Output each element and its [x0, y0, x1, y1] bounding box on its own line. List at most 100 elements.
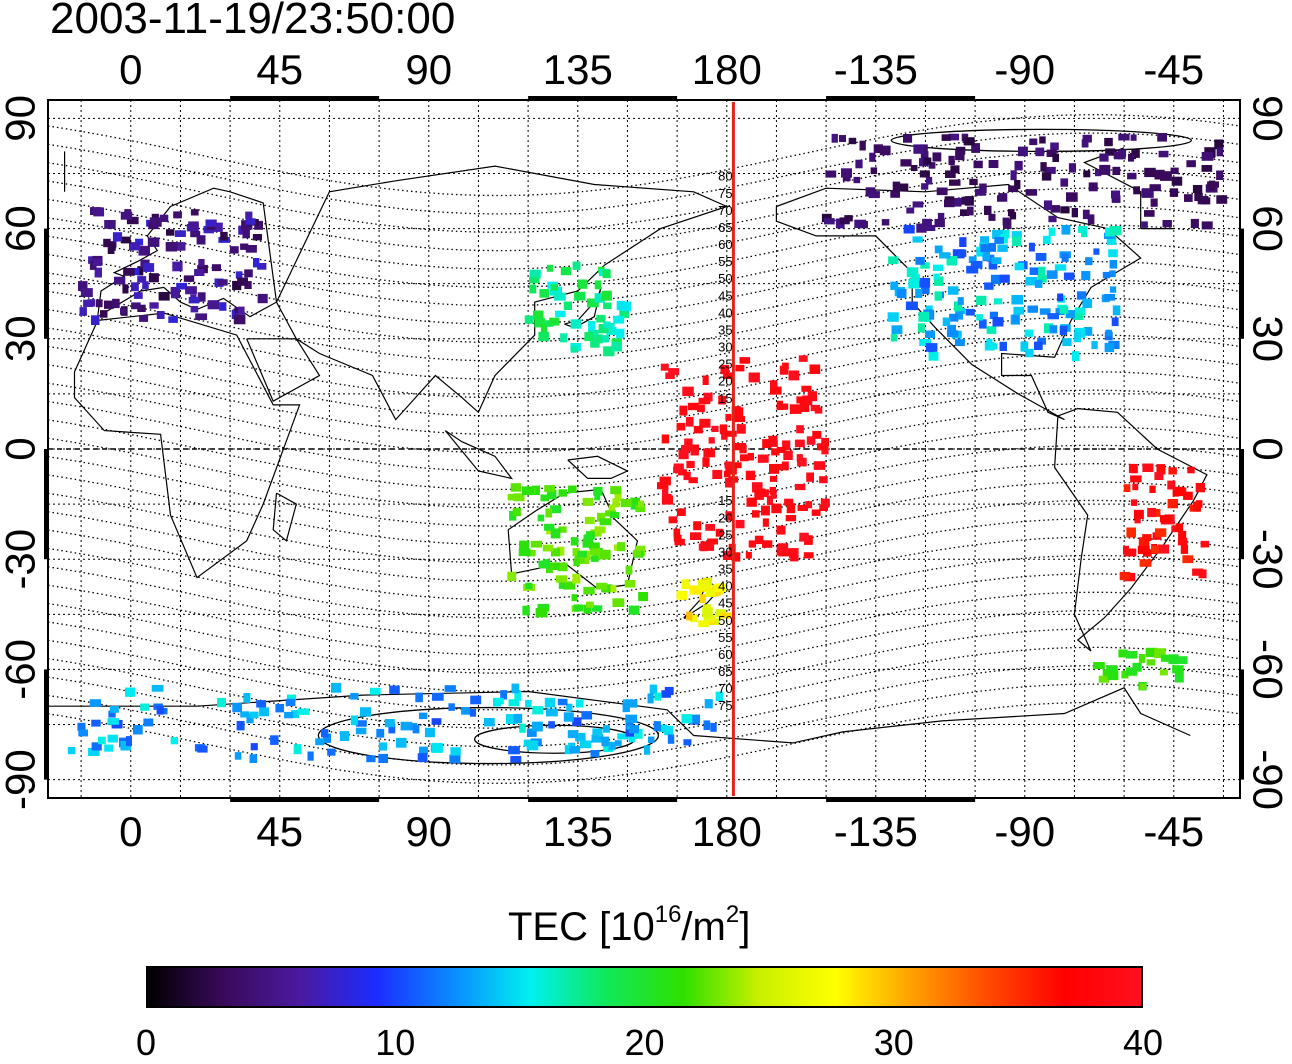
tec-cell — [572, 261, 581, 270]
tec-cell — [577, 279, 588, 289]
tec-cell — [107, 718, 119, 725]
tec-cell — [690, 614, 697, 623]
tec-cell — [771, 503, 782, 514]
tec-cell — [1029, 138, 1038, 146]
tec-cell — [752, 510, 760, 518]
tec-cell — [960, 209, 970, 216]
tec-cell — [991, 257, 1002, 264]
tec-cell — [567, 730, 579, 739]
tec-cell — [211, 264, 221, 272]
tec-cell — [1059, 326, 1068, 335]
tec-cell — [625, 699, 638, 708]
tec-cell — [667, 734, 675, 744]
right-lat-label: 60 — [1245, 205, 1292, 252]
tec-cell — [1105, 148, 1116, 156]
tec-cell — [558, 526, 567, 533]
tec-cell — [78, 729, 88, 737]
top-lon-label: 0 — [119, 46, 142, 93]
bottom-axis-bar — [528, 797, 678, 802]
tec-cell — [912, 236, 923, 243]
tec-cell — [1151, 545, 1159, 554]
tec-cell — [955, 339, 965, 347]
tec-cell — [920, 144, 928, 153]
tec-cell — [171, 289, 180, 299]
left-lat-label: 30 — [0, 315, 44, 362]
tec-cell — [229, 246, 239, 254]
tec-cell — [256, 700, 267, 708]
tec-cell — [1124, 548, 1137, 557]
tec-cell — [1014, 160, 1023, 171]
tec-cell — [732, 462, 742, 469]
tec-cell — [88, 747, 100, 756]
tec-cell — [903, 134, 913, 143]
tec-cell — [1216, 147, 1224, 157]
tec-cell — [297, 708, 310, 715]
tec-cell — [587, 329, 599, 338]
right-lat-label: -90 — [1245, 749, 1292, 810]
top-lon-label: -90 — [994, 46, 1055, 93]
tec-cell — [649, 684, 657, 695]
tec-cell — [514, 691, 521, 701]
tec-cell — [647, 693, 654, 704]
tec-cell — [653, 721, 661, 732]
tec-cell — [522, 486, 534, 496]
tec-cell — [705, 524, 715, 531]
tec-cell — [722, 551, 730, 559]
tec-cell — [739, 444, 747, 454]
tec-cell — [1173, 486, 1185, 497]
tec-cell — [213, 222, 223, 232]
tec-cell — [1049, 325, 1058, 334]
tec-cell — [1035, 253, 1047, 261]
tec-cell — [1177, 537, 1188, 546]
tec-cell — [747, 452, 754, 461]
tec-cell — [594, 280, 601, 290]
tec-cell — [1113, 151, 1124, 160]
tec-cell — [900, 159, 912, 167]
tec-cell — [188, 221, 199, 231]
tec-cell — [424, 727, 435, 738]
tec-cell — [987, 254, 995, 262]
tec-cell — [842, 175, 851, 182]
tec-cell — [955, 150, 965, 161]
tec-cell — [762, 518, 769, 527]
tec-cell — [603, 346, 615, 357]
coastline — [444, 430, 514, 480]
tec-cell — [91, 315, 100, 325]
top-axis-bar — [826, 96, 976, 101]
tec-cell — [944, 199, 955, 208]
marker-lat-label: 65 — [718, 664, 732, 679]
tec-cell — [819, 476, 828, 484]
tec-cell — [160, 707, 168, 715]
tec-cell — [495, 697, 504, 705]
tec-cell — [554, 292, 566, 301]
tec-cell — [601, 736, 610, 747]
tec-cell — [603, 725, 610, 733]
tec-cell — [662, 488, 669, 496]
top-lon-label: 180 — [692, 46, 762, 93]
tec-cell — [378, 742, 387, 751]
marker-lat-label: 75 — [718, 698, 732, 713]
tec-cell — [799, 532, 809, 542]
tec-cell — [510, 756, 522, 763]
marker-lat-label: 60 — [718, 647, 732, 662]
tec-cell — [156, 706, 164, 715]
tec-cell — [484, 718, 495, 727]
tec-cell — [776, 446, 786, 453]
tec-cell — [612, 498, 620, 508]
tec-cell — [525, 699, 532, 708]
bottom-lon-label: 45 — [256, 808, 303, 855]
tec-cell — [715, 583, 727, 592]
tec-cell — [967, 206, 974, 216]
tec-cell — [848, 137, 857, 145]
tec-cell — [919, 170, 930, 178]
tec-cell — [1150, 198, 1158, 207]
tec-cell — [921, 286, 930, 295]
tec-cell — [788, 370, 800, 381]
tec-cell — [1066, 192, 1078, 202]
tec-cell — [1063, 272, 1075, 280]
tec-cell — [133, 725, 143, 735]
tec-cell — [725, 477, 733, 488]
tec-cell — [980, 236, 989, 245]
marker-lat-label: 65 — [718, 220, 732, 235]
tec-cell — [320, 729, 329, 738]
